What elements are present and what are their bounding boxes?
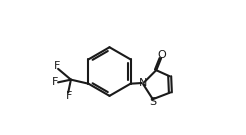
Text: S: S [149, 97, 156, 107]
Text: O: O [157, 50, 166, 60]
Text: F: F [54, 61, 61, 71]
Text: N: N [139, 78, 148, 88]
Text: F: F [66, 91, 72, 101]
Text: F: F [51, 77, 58, 87]
